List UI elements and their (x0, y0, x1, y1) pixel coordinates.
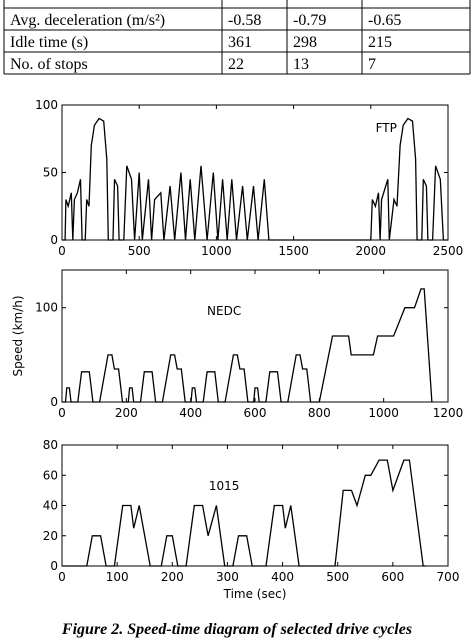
x-tick-label: 700 (437, 570, 460, 584)
y-tick-label: 100 (35, 98, 58, 112)
y-tick-label: 0 (50, 559, 58, 573)
table-cell: 298 (293, 34, 317, 51)
table-cell: No. of stops (10, 56, 88, 73)
chart-label: NEDC (207, 304, 241, 318)
table-cell: Idle time (s) (10, 34, 88, 51)
x-tick-label: 200 (161, 570, 184, 584)
x-tick-label: 100 (106, 570, 129, 584)
x-tick-label: 400 (179, 406, 202, 420)
table-cell: 22 (228, 56, 244, 73)
table-cell: -0.79 (293, 12, 326, 29)
y-tick-label: 80 (43, 438, 58, 452)
x-tick-label: 600 (381, 570, 404, 584)
x-tick-label: 2500 (433, 244, 464, 258)
caption: Figure 2. Speed-time diagram of selected… (61, 621, 412, 638)
x-tick-label: 500 (128, 244, 151, 258)
chart-label: FTP (376, 121, 397, 135)
x-tick-label: 600 (244, 406, 267, 420)
table-cell: 215 (368, 34, 392, 51)
x-tick-label: 1000 (201, 244, 232, 258)
y-tick-label: 20 (43, 529, 58, 543)
x-tick-label: 200 (115, 406, 138, 420)
x-tick-label: 0 (58, 244, 66, 258)
y-tick-label: 0 (50, 395, 58, 409)
table-cell: 361 (228, 34, 252, 51)
chart-label: 1015 (209, 479, 240, 493)
y-axis-label: Speed (km/h) (11, 295, 25, 376)
x-tick-label: 1000 (368, 406, 399, 420)
x-tick-label: 2000 (356, 244, 387, 258)
y-tick-label: 60 (43, 468, 58, 482)
table-cell: -0.65 (368, 12, 401, 29)
x-tick-label: 0 (58, 570, 66, 584)
y-tick-label: 100 (35, 301, 58, 315)
table-lines (3, 0, 471, 75)
x-tick-label: 1200 (433, 406, 464, 420)
table-cell: 13 (293, 56, 309, 73)
speed-line (62, 117, 448, 241)
plot-frame (61, 444, 449, 567)
x-tick-label: 800 (308, 406, 331, 420)
x-tick-label: 0 (58, 406, 66, 420)
y-tick-label: 50 (43, 166, 58, 180)
x-tick-label: 500 (326, 570, 349, 584)
x-tick-label: 400 (271, 570, 294, 584)
speed-line (62, 459, 426, 567)
y-tick-label: 40 (43, 499, 58, 513)
table-cell: Avg. deceleration (m/s²) (10, 12, 165, 29)
x-axis-label: Time (sec) (223, 587, 287, 601)
table-cell: 7 (368, 56, 376, 73)
x-tick-label: 1500 (278, 244, 309, 258)
table-cell: -0.58 (228, 12, 261, 29)
speed-line (62, 288, 433, 403)
y-tick-label: 0 (50, 233, 58, 247)
x-tick-label: 300 (216, 570, 239, 584)
